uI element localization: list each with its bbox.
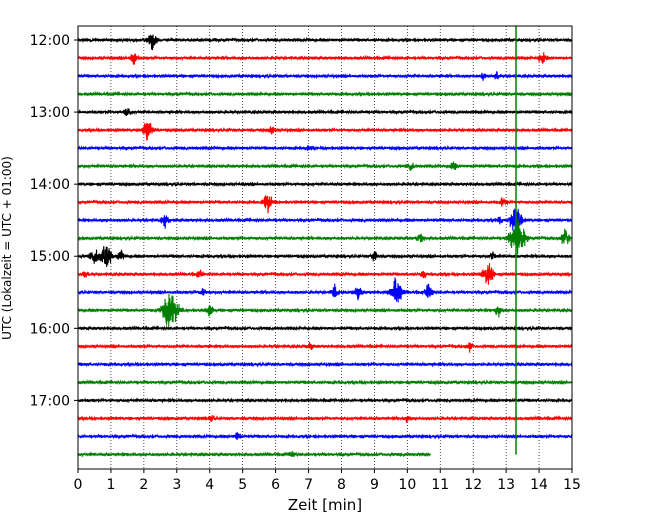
- trace-1400: [77, 180, 573, 188]
- x-tick-label: 1: [106, 477, 115, 493]
- trace-1530: [77, 277, 573, 303]
- trace-1200: [77, 34, 573, 51]
- y-tick-label: 17:00: [30, 393, 70, 409]
- x-tick-label: 14: [530, 477, 548, 493]
- x-grid: [110, 26, 540, 469]
- y-tick-label: 16:00: [30, 321, 70, 337]
- x-tick-label: 12: [464, 477, 482, 493]
- trace-1330: [77, 144, 573, 152]
- seismogram-traces: [77, 34, 573, 458]
- x-tick-label: 6: [271, 477, 280, 493]
- y-tick-label: 13:00: [30, 105, 70, 121]
- trace-1615: [77, 341, 573, 353]
- x-tick-label: 11: [431, 477, 449, 493]
- trace-1445: [77, 218, 573, 255]
- y-axis-ticks: 12:00 13:00 14:00 15:00 16:00 17:00: [30, 33, 78, 409]
- x-tick-label: 0: [74, 477, 83, 493]
- trace-1545: [77, 293, 573, 327]
- trace-1745: [77, 450, 431, 458]
- trace-1645: [77, 378, 573, 386]
- y-axis-label: UTC (Lokalzeit = UTC + 01:00): [0, 156, 14, 340]
- plot-frame: [77, 25, 573, 470]
- trace-1215: [77, 52, 573, 65]
- x-tick-label: 10: [398, 477, 416, 493]
- y-tick-label: 15:00: [30, 249, 70, 265]
- trace-1415: [77, 195, 573, 214]
- x-tick-label: 8: [337, 477, 346, 493]
- x-tick-label: 3: [172, 477, 181, 493]
- x-tick-label: 13: [497, 477, 515, 493]
- trace-1430: [77, 208, 573, 243]
- x-tick-label: 7: [304, 477, 313, 493]
- trace-1515: [77, 263, 573, 285]
- trace-1230: [77, 71, 573, 81]
- y-tick-label: 12:00: [30, 33, 70, 49]
- trace-1715: [77, 415, 573, 423]
- x-axis-label: Zeit [min]: [288, 496, 362, 514]
- trace-1600: [77, 324, 573, 332]
- x-tick-label: 5: [238, 477, 247, 493]
- x-tick-label: 2: [139, 477, 148, 493]
- trace-1630: [77, 361, 573, 368]
- trace-1300: [77, 108, 573, 116]
- trace-1315: [77, 122, 573, 141]
- trace-1700: [77, 396, 573, 404]
- x-tick-label: 9: [370, 477, 379, 493]
- trace-1730: [77, 431, 573, 441]
- trace-1500: [77, 246, 573, 268]
- trace-1345: [77, 161, 573, 172]
- x-tick-label: 4: [205, 477, 214, 493]
- x-axis-ticks: 0 1 2 3 4 5 6 7 8 9 10 11 12 13 14 15: [74, 469, 581, 493]
- x-tick-label: 15: [563, 477, 581, 493]
- trace-1245: [77, 90, 573, 98]
- y-tick-label: 14:00: [30, 177, 70, 193]
